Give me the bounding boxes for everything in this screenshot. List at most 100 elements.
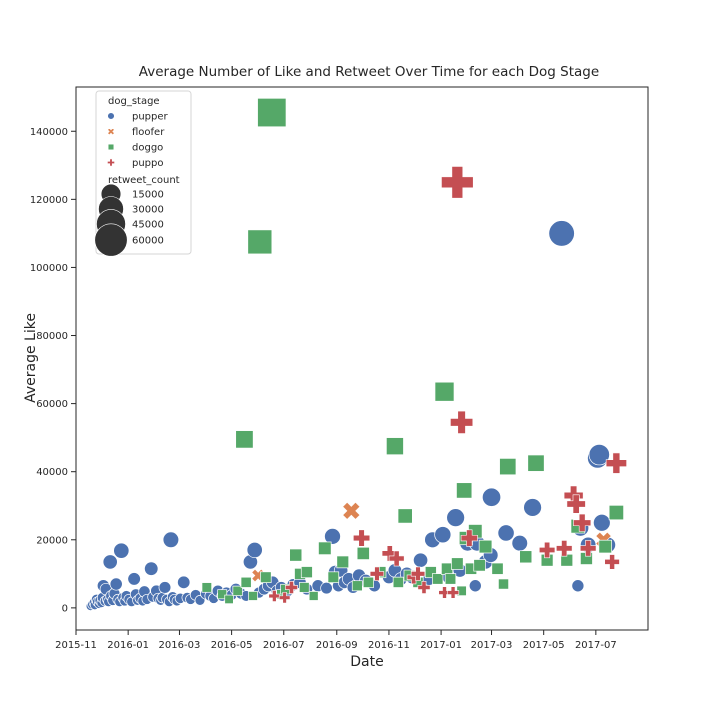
legend-size-label: 45000 — [132, 220, 164, 231]
data-point-puppo — [604, 554, 620, 570]
data-point-doggo — [527, 454, 545, 472]
data-point-doggo — [232, 585, 243, 596]
data-point-puppo — [388, 550, 405, 567]
data-point-doggo — [327, 571, 340, 583]
data-point-puppo — [450, 410, 474, 434]
series-doggo — [201, 97, 624, 605]
x-tick-label: 2016-07 — [263, 640, 305, 651]
data-point-puppo — [579, 540, 597, 557]
data-point-pupper — [468, 579, 482, 593]
data-point-pupper — [548, 220, 575, 247]
data-point-pupper — [481, 487, 502, 507]
data-point-pupper — [446, 508, 465, 527]
data-point-doggo — [451, 557, 464, 570]
data-point-doggo — [499, 458, 517, 476]
data-point-doggo — [336, 555, 350, 569]
x-tick-label: 2017-01 — [420, 640, 462, 651]
data-point-floofer — [342, 501, 361, 520]
data-point-pupper — [158, 581, 172, 594]
data-point-doggo — [362, 576, 374, 588]
data-point-doggo — [257, 97, 287, 128]
data-point-puppo — [285, 581, 298, 594]
x-tick-label: 2016-01 — [107, 640, 149, 651]
y-axis: 0 20000 40000 60000 80000 100000 120000 140000 — [30, 127, 76, 614]
y-tick-label: 40000 — [36, 467, 68, 478]
x-axis-label: Date — [350, 654, 383, 670]
data-point-doggo — [456, 482, 473, 499]
y-tick-label: 60000 — [36, 399, 68, 410]
data-point-pupper — [523, 498, 542, 517]
legend-label-puppo: puppo — [132, 158, 164, 169]
data-point-doggo — [608, 504, 624, 521]
data-point-doggo — [441, 562, 454, 575]
data-point-doggo — [519, 550, 533, 564]
data-point-puppo — [278, 591, 291, 604]
x-axis: 2015-11 2016-01 2016-03 2016-05 2016-07 2016-… — [55, 630, 617, 651]
legend-label-pupper: pupper — [132, 112, 169, 123]
data-point-puppo — [556, 540, 573, 557]
data-point-puppo — [353, 529, 371, 547]
data-point-puppo — [538, 541, 556, 559]
data-point-puppo — [446, 586, 460, 599]
data-point-pupper — [593, 513, 611, 532]
x-tick-label: 2016-05 — [211, 640, 253, 651]
data-point-pupper — [109, 577, 123, 591]
legend-size-title: retweet_count — [108, 175, 180, 186]
y-tick-label: 140000 — [30, 127, 68, 138]
data-point-doggo — [308, 591, 319, 601]
legend-marker-pupper — [107, 112, 115, 120]
data-point-doggo — [491, 562, 504, 575]
legend-hue-title: dog_stage — [108, 96, 160, 107]
chart-title: Average Number of Like and Retweet Over … — [139, 64, 599, 80]
data-point-puppo — [410, 566, 426, 581]
data-point-pupper — [246, 541, 263, 559]
legend-marker-floofer — [107, 127, 115, 136]
data-point-doggo — [247, 229, 273, 255]
y-tick-label: 100000 — [30, 263, 68, 274]
data-point-doggo — [434, 381, 455, 402]
x-tick-label: 2016-09 — [316, 640, 358, 651]
x-tick-label: 2016-11 — [368, 640, 410, 651]
data-point-doggo — [240, 576, 252, 588]
data-point-doggo — [224, 594, 234, 605]
data-point-doggo — [424, 566, 437, 579]
data-point-doggo — [397, 508, 413, 524]
data-point-puppo — [566, 494, 586, 514]
data-point-doggo — [498, 578, 509, 590]
data-point-pupper — [588, 444, 610, 466]
data-point-doggo — [289, 548, 303, 562]
data-point-puppo — [417, 581, 431, 594]
data-point-pupper — [144, 561, 159, 576]
data-point-puppo — [268, 590, 281, 602]
y-tick-label: 20000 — [36, 535, 68, 546]
y-axis-label: Average Like — [23, 313, 39, 403]
data-point-doggo — [444, 573, 457, 585]
data-point-pupper — [434, 526, 452, 544]
data-point-puppo — [369, 566, 385, 581]
data-point-doggo — [432, 573, 444, 585]
data-point-doggo — [392, 576, 404, 588]
data-point-pupper — [497, 524, 515, 542]
data-point-doggo — [351, 580, 363, 592]
data-point-pupper — [162, 531, 180, 548]
data-point-doggo — [356, 546, 370, 560]
plot-frame — [75, 86, 649, 631]
x-tick-label: 2017-07 — [575, 640, 617, 651]
legend-size-label: 60000 — [132, 236, 164, 247]
data-point-doggo — [598, 539, 612, 554]
legend-label-floofer: floofer — [132, 127, 165, 138]
y-tick-label: 120000 — [30, 195, 68, 206]
data-point-pupper — [102, 554, 118, 570]
data-point-pupper — [511, 534, 528, 552]
data-point-puppo — [460, 529, 478, 547]
data-point-doggo — [386, 437, 404, 456]
legend-size-label: 30000 — [132, 205, 164, 216]
x-tick-label: 2017-03 — [471, 640, 513, 651]
legend-marker-puppo — [107, 158, 115, 167]
data-point-pupper — [324, 528, 341, 545]
y-tick-label: 0 — [62, 603, 68, 614]
data-point-doggo — [217, 589, 228, 600]
series-puppo — [268, 166, 627, 604]
data-point-puppo — [573, 513, 592, 532]
